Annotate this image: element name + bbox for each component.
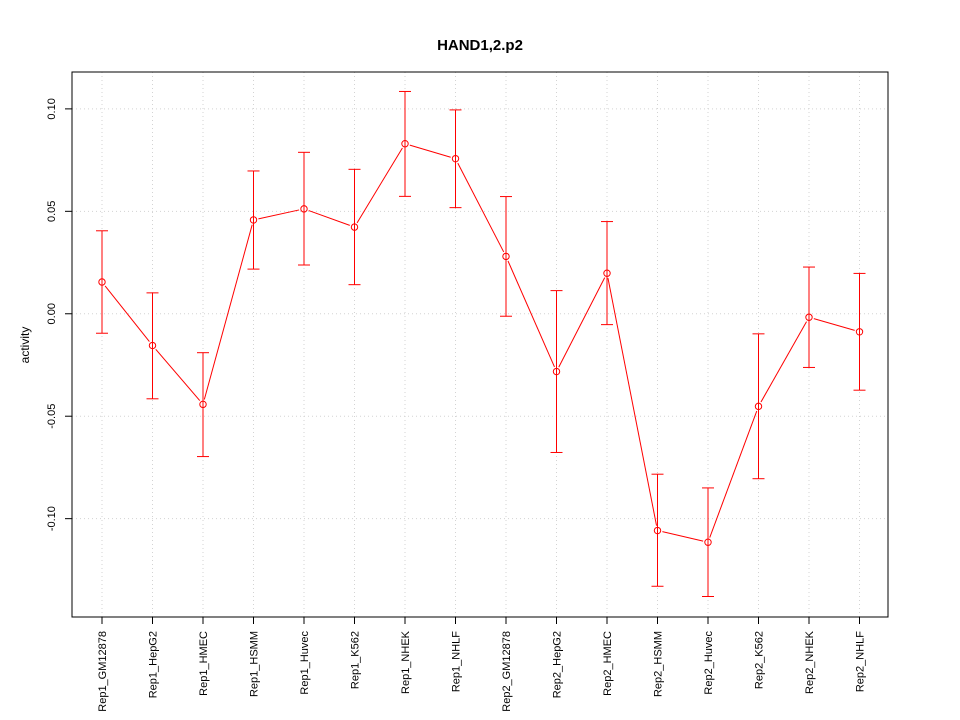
x-tick-label: Rep2_GM12878 [501,631,513,712]
x-tick-label: Rep2_HMEC [602,631,614,696]
data-point [451,154,460,163]
series-line-segment [409,144,451,158]
series-line-segment [813,318,855,331]
series-line-segment [203,224,253,400]
plot-frame [71,71,889,618]
series-line-segment [662,531,704,542]
series-line-segment [356,147,403,224]
data-point [704,538,712,546]
series-line-segment [507,260,555,368]
x-tick-label: Rep1_NHEK [400,630,412,694]
data-point [855,328,864,336]
x-tick-label: Rep1_GM12878 [97,631,109,712]
series-line-segment [709,410,758,538]
data-point [502,252,510,261]
x-tick-label: Rep1_K562 [350,631,362,689]
x-tick-label: Rep2_Huvec [703,631,715,695]
x-tick-label: Rep1_Huvec [299,631,311,695]
series-plot [96,90,866,598]
data-point [603,269,611,277]
series-line-segment [308,210,350,226]
x-tick-label: Rep1_HSMM [249,631,261,697]
series-line-segment [104,285,150,342]
data-point [148,341,157,350]
y-axis-label: activity [18,327,32,364]
data-point [754,402,763,411]
data-point [653,526,662,535]
data-point [805,313,813,321]
x-tick-label: Rep1_HMEC [198,631,210,696]
data-point [199,400,207,409]
y-tick-label: -0.10 [46,506,58,531]
axes: -0.10 -0.05 0.00 0.05 0.10 Rep1_GM12878 Rep1_H… [46,98,867,712]
y-tick-label: 0.10 [46,98,58,119]
chart-title: HAND1,2.p2 [437,37,523,54]
x-tick-label: Rep1_NHLF [451,631,463,692]
grid [72,72,888,617]
series-line-segment [558,277,606,368]
data-point [249,216,258,224]
y-tick-label: -0.05 [46,404,58,429]
series-line-segment [457,162,505,253]
y-tick-label: 0.00 [46,303,58,324]
x-tick-label: Rep1_HepG2 [148,631,160,698]
series-line-segment [155,348,201,401]
x-tick-label: Rep2_HSMM [653,631,665,697]
data-point [401,140,409,148]
series-line-segment [607,278,658,526]
series-line-segment [760,321,807,403]
x-tick-label: Rep2_NHEK [804,630,816,694]
data-point [98,278,106,286]
data-point [552,367,561,376]
data-point [300,205,308,213]
x-tick-label: Rep2_NHLF [855,631,867,692]
y-tick-label: 0.05 [46,201,58,222]
data-point [350,223,359,231]
x-tick-label: Rep2_HepG2 [552,631,564,698]
series-line-segment [258,209,300,220]
x-tick-label: Rep2_K562 [754,631,766,689]
